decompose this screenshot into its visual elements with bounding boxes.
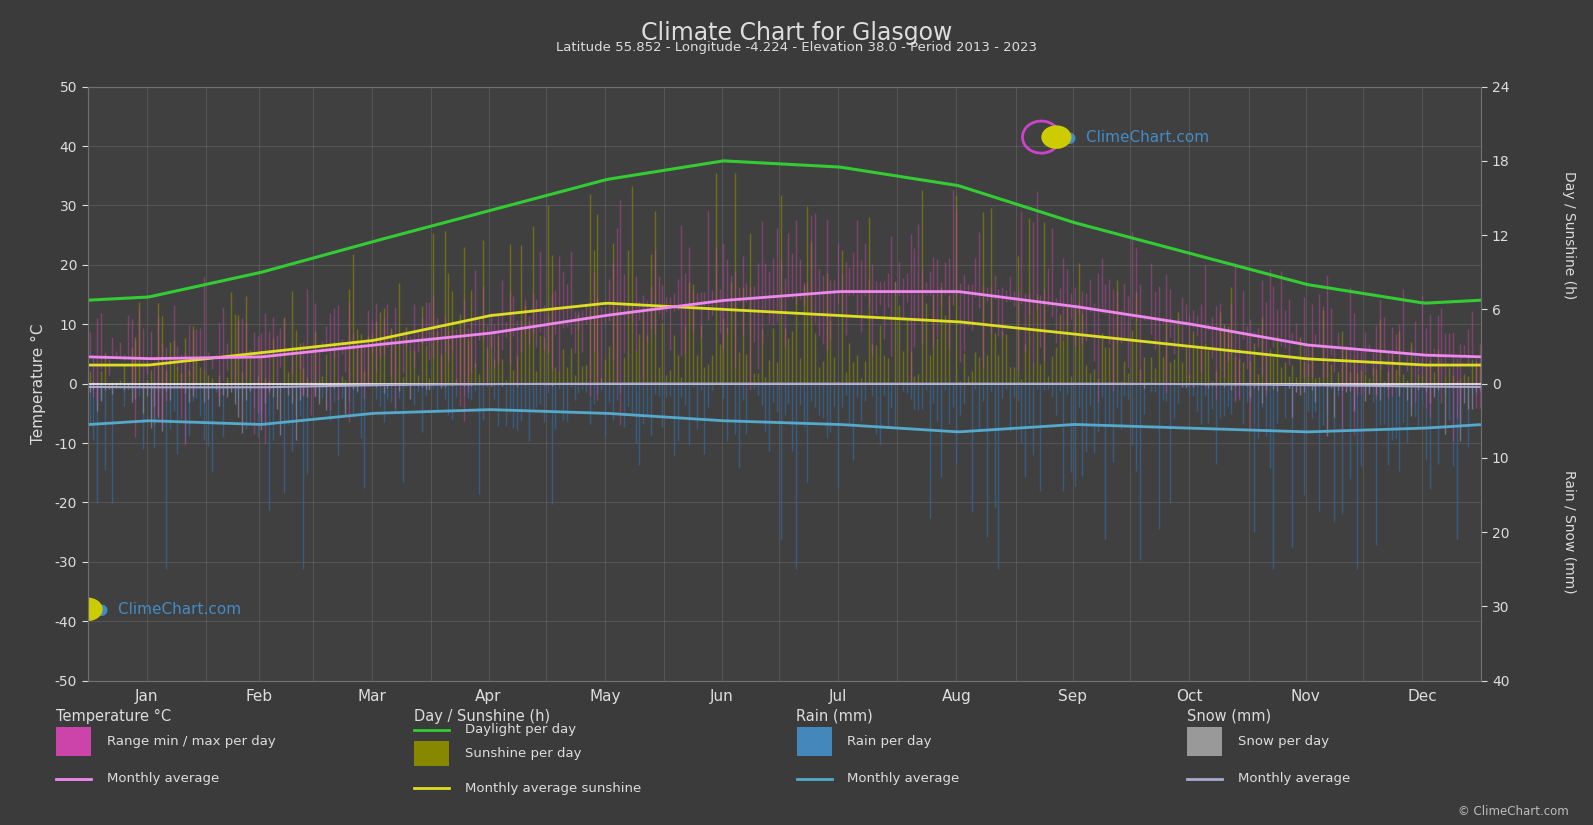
Text: Monthly average: Monthly average (1238, 772, 1349, 785)
Text: Monthly average: Monthly average (107, 772, 218, 785)
Text: Monthly average: Monthly average (847, 772, 959, 785)
Text: Rain per day: Rain per day (847, 735, 932, 748)
Text: Day / Sunshine (h): Day / Sunshine (h) (1563, 171, 1575, 299)
Bar (414, 741, 449, 766)
Text: Climate Chart for Glasgow: Climate Chart for Glasgow (640, 21, 953, 45)
Ellipse shape (73, 597, 102, 621)
Ellipse shape (1042, 125, 1072, 148)
Text: ●  ClimeChart.com: ● ClimeChart.com (1064, 130, 1209, 144)
Text: Day / Sunshine (h): Day / Sunshine (h) (414, 709, 550, 724)
Text: Monthly average sunshine: Monthly average sunshine (465, 781, 642, 794)
Text: ●  ClimeChart.com: ● ClimeChart.com (94, 602, 241, 617)
Text: Rain (mm): Rain (mm) (796, 709, 873, 724)
Text: Snow (mm): Snow (mm) (1187, 709, 1271, 724)
Text: Temperature °C: Temperature °C (56, 709, 170, 724)
Text: Rain / Snow (mm): Rain / Snow (mm) (1563, 470, 1575, 594)
Y-axis label: Temperature °C: Temperature °C (32, 323, 46, 444)
Text: Range min / max per day: Range min / max per day (107, 735, 276, 748)
Bar (796, 728, 832, 757)
Text: Sunshine per day: Sunshine per day (465, 747, 581, 760)
Text: © ClimeChart.com: © ClimeChart.com (1458, 805, 1569, 818)
Bar (1187, 728, 1222, 757)
Text: Daylight per day: Daylight per day (465, 724, 577, 737)
Bar (56, 728, 91, 757)
Text: Latitude 55.852 - Longitude -4.224 - Elevation 38.0 - Period 2013 - 2023: Latitude 55.852 - Longitude -4.224 - Ele… (556, 41, 1037, 54)
Text: Snow per day: Snow per day (1238, 735, 1329, 748)
